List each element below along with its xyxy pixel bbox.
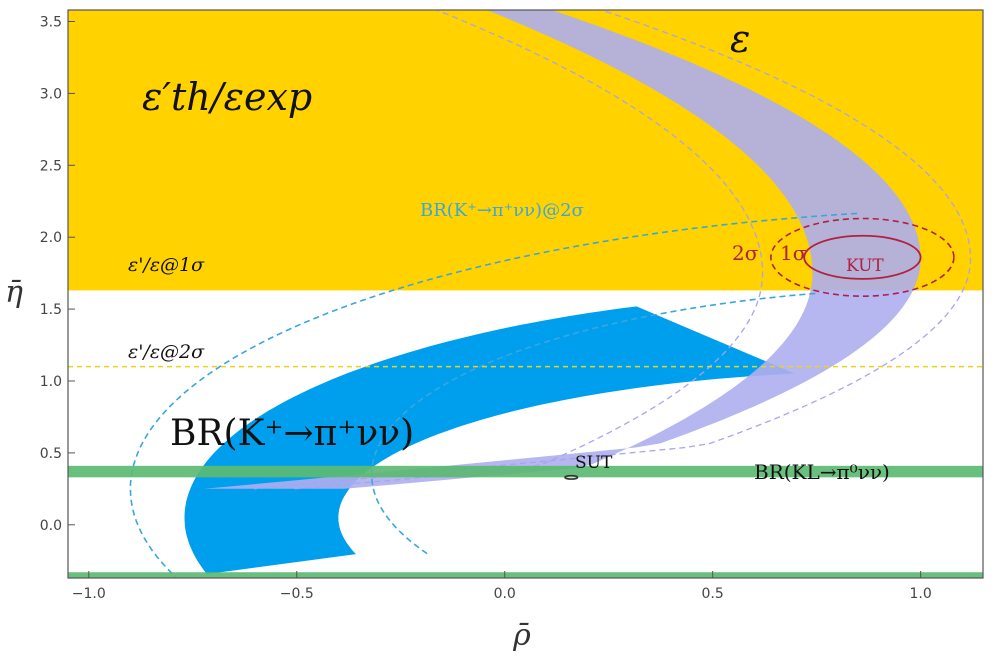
- x-tick-label: 0.5: [702, 586, 724, 602]
- sut-label: SUT: [575, 453, 613, 473]
- br-kl-band-upper: [68, 465, 983, 478]
- br-kplus-band: [184, 306, 795, 575]
- kut-2sigma-contour: [770, 217, 955, 297]
- y-tick-label: 0.5: [40, 446, 62, 462]
- br-kplus-2sigma-label: BR(K⁺→π⁺νν)@2σ: [420, 200, 584, 221]
- epsilon-label: ε: [730, 17, 750, 61]
- x-axis-title: ρ̄: [512, 618, 531, 653]
- sigma2-label: 2σ: [732, 241, 759, 265]
- y-tick-label: 0.0: [40, 518, 62, 534]
- kut-1sigma-contour: [803, 234, 922, 280]
- epsprime-1sigma-label: ε'/ε@1σ: [128, 254, 205, 276]
- x-tick-label: 0.0: [494, 586, 516, 602]
- br-kplus-2sigma-outer-line: [129, 212, 858, 578]
- y-tick-label: 2.5: [40, 158, 62, 174]
- epsprime-main-label: ε′th/εexp: [142, 75, 312, 119]
- y-tick-label: 3.5: [40, 15, 62, 31]
- y-axis-title: η̄: [5, 275, 23, 310]
- br-kplus-2sigma-inner-line: [370, 292, 816, 555]
- kut-label: KUT: [846, 256, 884, 276]
- y-tick-label: 1.0: [40, 374, 62, 390]
- y-tick-label: 2.0: [40, 230, 62, 246]
- x-tick-label: −1.0: [72, 586, 106, 602]
- br-kl-label: BR(KL→π⁰νν): [754, 460, 890, 484]
- y-tick-label: 3.0: [40, 86, 62, 102]
- plot-area: [68, 10, 983, 578]
- br-kplus-label: BR(K⁺→π⁺νν): [170, 413, 414, 454]
- sut-contour: [564, 474, 579, 480]
- epsilon-2sigma-outer-line: [253, 10, 972, 490]
- x-axis: −1.0 −0.5 0.0 0.5 1.0: [72, 571, 932, 602]
- epsilon-band: [204, 10, 921, 489]
- x-tick-label: −0.5: [280, 586, 314, 602]
- y-tick-label: 1.5: [40, 302, 62, 318]
- sigma1-label: 1σ: [780, 241, 807, 265]
- x-tick-label: 1.0: [909, 586, 931, 602]
- plot-frame: [67, 9, 984, 579]
- y-axis: 0.0 0.5 1.0 1.5 2.0 2.5 3.0 3.5: [40, 15, 75, 534]
- br-kl-band-lower: [68, 572, 983, 578]
- epsprime-2sigma-label: ε'/ε@2σ: [128, 341, 205, 363]
